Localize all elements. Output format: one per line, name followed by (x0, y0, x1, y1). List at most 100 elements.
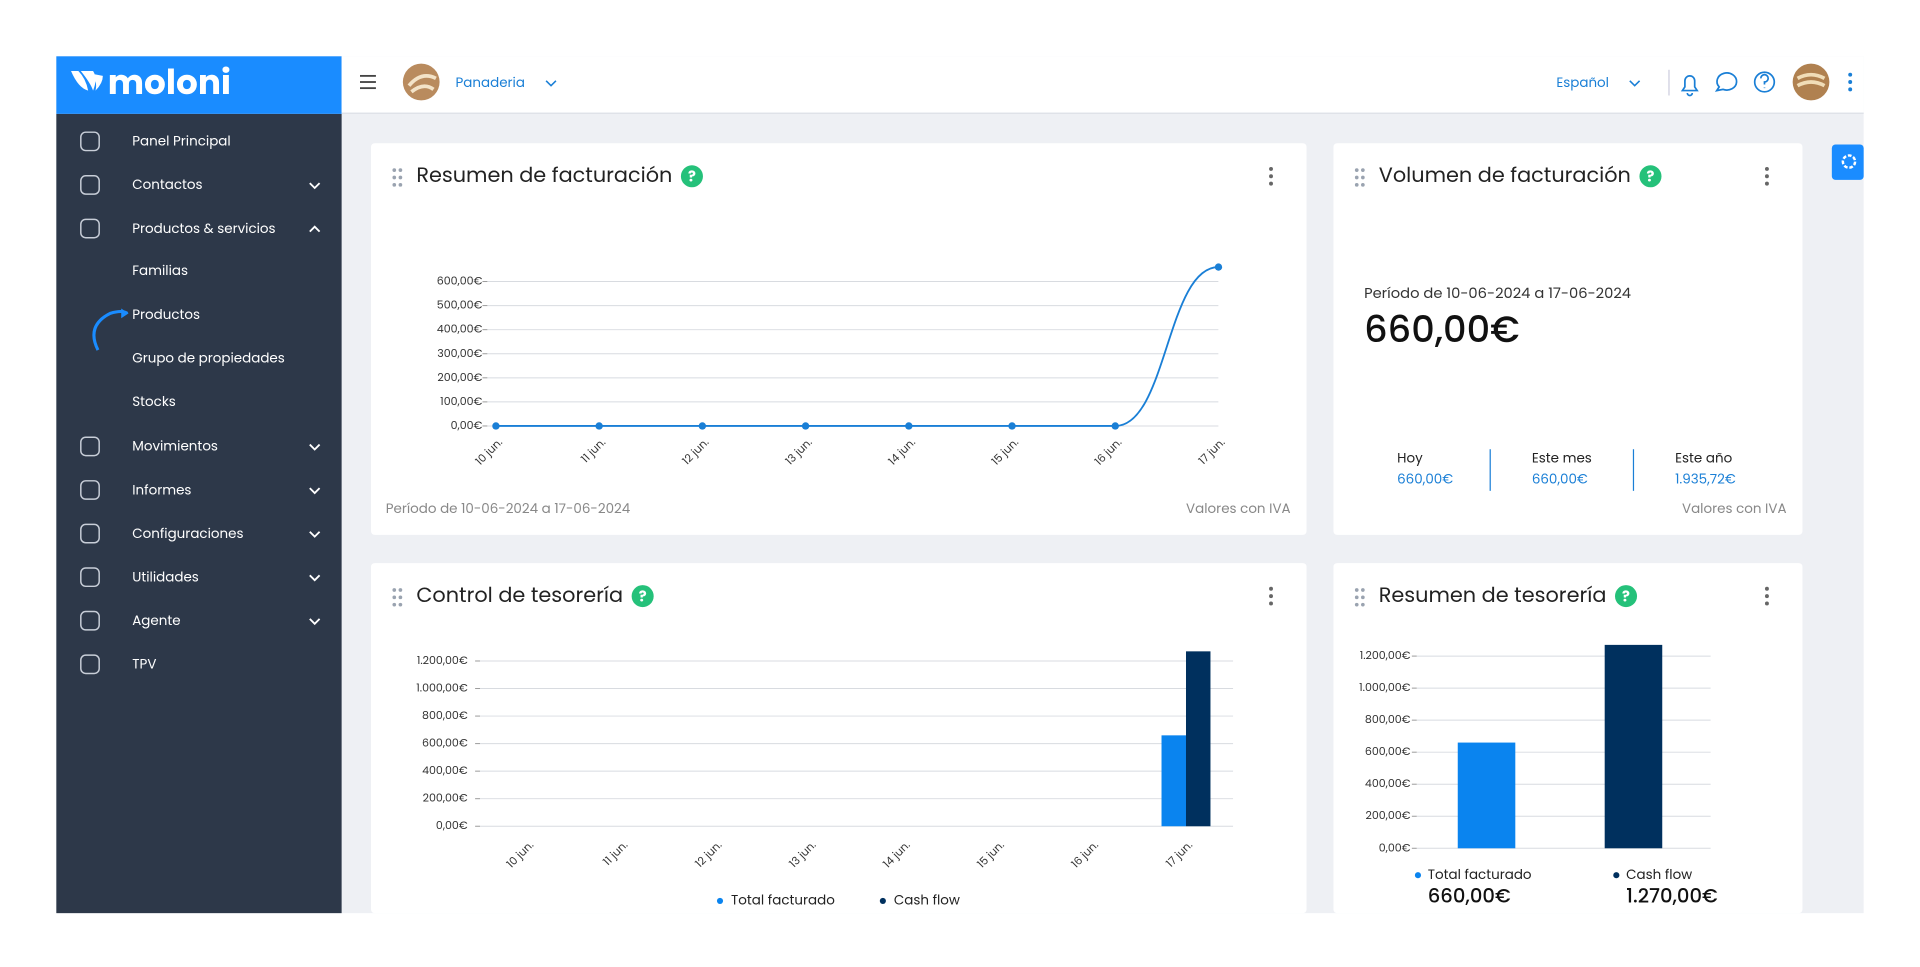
logo-mark (71, 70, 103, 91)
stat-value: 660,00€ (1532, 470, 1588, 489)
panel-menu[interactable] (1764, 601, 1769, 606)
y-tick-label: 300,00€ (437, 345, 482, 361)
company-avatar-art (407, 74, 437, 94)
language-chevron[interactable] (1629, 80, 1641, 87)
drag-handle (1354, 168, 1359, 172)
menu-item[interactable]: Productos & servicios (132, 219, 275, 238)
y-tick-label: 600,00€ (1365, 743, 1411, 759)
point (801, 422, 810, 430)
menu-chevron[interactable] (309, 618, 321, 626)
submenu-item[interactable]: Familias (132, 261, 188, 280)
menu-chevron[interactable] (309, 574, 321, 582)
menu-item[interactable]: Utilidades (132, 567, 199, 586)
panel-menu[interactable] (1269, 181, 1273, 186)
panel-menu[interactable] (1764, 586, 1769, 591)
help-badge[interactable] (680, 165, 703, 188)
help-badge-mark: ? (1647, 168, 1655, 188)
panels (371, 143, 1803, 914)
chat-icon[interactable] (1714, 72, 1738, 92)
panel-menu[interactable] (1269, 174, 1273, 179)
language[interactable]: Español (1556, 73, 1609, 92)
drag-handle (398, 168, 403, 172)
settings-icon (1841, 154, 1857, 169)
drag-handle (1354, 595, 1359, 600)
menu-chevron[interactable] (309, 531, 321, 538)
panel-menu[interactable] (1764, 174, 1769, 179)
menu-icon (80, 175, 100, 195)
drag-handle (398, 595, 403, 600)
settings-tab[interactable] (1831, 144, 1864, 180)
menu-item[interactable]: Informes (132, 480, 191, 499)
drag-handle (392, 602, 397, 607)
y-tick-label: 400,00€ (422, 762, 468, 778)
panel-menu[interactable] (1764, 594, 1769, 599)
drag-handle (392, 168, 397, 172)
menu-item[interactable]: Panel Principal (132, 132, 230, 151)
y-tick-label: 400,00€ (437, 321, 483, 337)
drag-handle (392, 182, 397, 187)
panel-menu[interactable] (1269, 601, 1273, 606)
panel (371, 143, 1307, 535)
submenu-item[interactable]: Productos (132, 305, 200, 324)
y-tick-label: 200,00€ (423, 790, 468, 806)
legend-dot (879, 897, 886, 904)
help-badge[interactable] (1639, 165, 1662, 188)
stat-label: Este mes (1532, 449, 1592, 468)
hamburger[interactable] (360, 74, 376, 90)
drag-handle (398, 588, 403, 592)
drag-handle (1361, 602, 1365, 607)
drag-handle (1354, 602, 1359, 607)
stat-value: 660,00€ (1397, 470, 1453, 489)
panel-menu[interactable] (1269, 594, 1273, 599)
value-label: 660,00€ (1428, 882, 1511, 910)
panel (1333, 563, 1803, 914)
legend-dot (716, 897, 724, 904)
panel-title: Control de tesorería (416, 581, 623, 610)
menu-item[interactable]: Agente (132, 611, 180, 630)
line (495, 266, 1219, 427)
company-chevron[interactable] (545, 80, 557, 87)
panel-title: Resumen de facturación (416, 161, 672, 190)
help-header-icon[interactable] (1753, 71, 1776, 93)
legend-dot (1613, 872, 1620, 879)
drag-handle (398, 602, 403, 607)
panel-menu[interactable] (1269, 586, 1273, 591)
panel-title: Resumen de tesorería (1379, 581, 1607, 610)
panel-menu[interactable] (1269, 166, 1273, 171)
drag-handle (1354, 588, 1359, 592)
y-tick-label: 1.200,00€ (1360, 647, 1411, 663)
company-avatar[interactable] (402, 63, 440, 101)
bar (1604, 644, 1663, 849)
menu-item[interactable]: Configuraciones (132, 524, 243, 543)
menu-item[interactable]: TPV (132, 655, 156, 674)
header-kebab[interactable] (1848, 72, 1853, 92)
menu-chevron[interactable] (309, 443, 321, 451)
menu-chevron[interactable] (309, 182, 321, 190)
submenu-item[interactable]: Grupo de propiedades (132, 348, 285, 367)
menu-chevron[interactable] (309, 225, 321, 233)
panel-menu[interactable] (1764, 181, 1769, 186)
panel-menu[interactable] (1764, 166, 1769, 171)
menu-chevron[interactable] (309, 487, 321, 495)
y-tick-label: 200,00€ (1366, 807, 1411, 823)
drag-handle (398, 175, 403, 180)
header (341, 56, 1864, 113)
notifications-icon[interactable] (1680, 75, 1699, 97)
bar (1161, 735, 1186, 827)
drag-handle (1354, 175, 1359, 180)
y-tick-label: 600,00€ (422, 735, 468, 751)
drag-handle (1361, 595, 1365, 600)
submenu-item[interactable]: Stocks (132, 392, 176, 411)
y-tick-label: 1.000,00€ (1359, 679, 1411, 695)
company-name[interactable]: Panaderia (456, 73, 525, 92)
drag-handle (398, 182, 403, 187)
sidebar (56, 113, 342, 914)
help-badge[interactable] (631, 585, 654, 608)
panel (371, 563, 1307, 914)
menu-item[interactable]: Movimientos (132, 437, 218, 456)
menu-item[interactable]: Contactos (132, 175, 202, 194)
y-tick-label: 0,00€ (436, 817, 468, 833)
y-tick-label: 400,00€ (1365, 775, 1411, 791)
help-badge[interactable] (1614, 585, 1638, 608)
